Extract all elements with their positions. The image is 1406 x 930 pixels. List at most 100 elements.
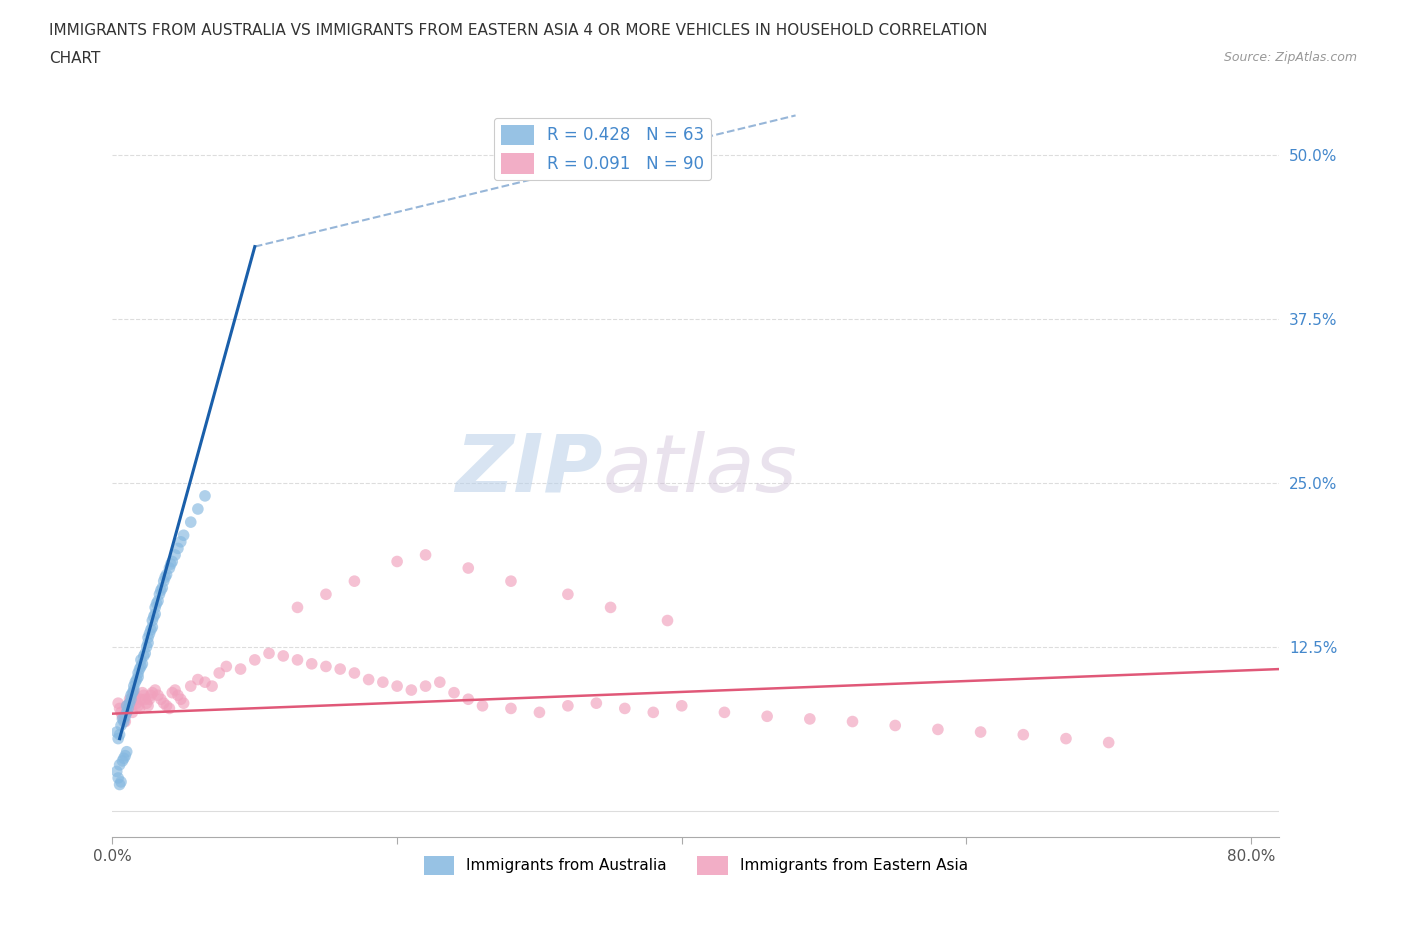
- Point: [557, 587, 579, 602]
- Point: [157, 701, 180, 716]
- Point: [149, 692, 172, 707]
- Point: [167, 688, 190, 703]
- Point: [162, 554, 184, 569]
- Point: [138, 626, 160, 641]
- Point: [499, 574, 522, 589]
- Point: [155, 698, 177, 713]
- Point: [173, 528, 195, 543]
- Point: [143, 606, 166, 621]
- Point: [110, 705, 132, 720]
- Point: [357, 672, 380, 687]
- Point: [136, 631, 159, 645]
- Point: [170, 692, 193, 707]
- Point: [150, 580, 173, 595]
- Point: [115, 744, 138, 759]
- Point: [180, 679, 202, 694]
- Point: [152, 574, 174, 589]
- Point: [129, 659, 152, 674]
- Point: [471, 698, 494, 713]
- Point: [112, 714, 135, 729]
- Point: [167, 541, 190, 556]
- Point: [1098, 735, 1121, 750]
- Point: [429, 675, 451, 690]
- Point: [107, 731, 129, 746]
- Point: [120, 692, 142, 707]
- Point: [343, 666, 366, 681]
- Point: [613, 701, 636, 716]
- Point: [165, 548, 187, 563]
- Point: [129, 692, 152, 707]
- Point: [585, 696, 607, 711]
- Point: [271, 648, 294, 663]
- Point: [160, 557, 183, 572]
- Point: [108, 701, 131, 716]
- Point: [257, 646, 280, 661]
- Text: atlas: atlas: [603, 431, 797, 509]
- Point: [146, 688, 169, 703]
- Point: [713, 705, 735, 720]
- Point: [157, 561, 180, 576]
- Point: [557, 698, 579, 713]
- Point: [125, 696, 148, 711]
- Point: [128, 701, 150, 716]
- Point: [117, 701, 139, 716]
- Point: [135, 639, 157, 654]
- Point: [128, 661, 150, 676]
- Legend: Immigrants from Australia, Immigrants from Eastern Asia: Immigrants from Australia, Immigrants fr…: [418, 850, 974, 881]
- Point: [145, 596, 167, 611]
- Point: [841, 714, 863, 729]
- Point: [187, 501, 209, 516]
- Point: [105, 724, 128, 739]
- Point: [1054, 731, 1077, 746]
- Point: [120, 688, 142, 703]
- Point: [927, 722, 949, 737]
- Point: [132, 648, 155, 663]
- Point: [884, 718, 907, 733]
- Point: [136, 635, 159, 650]
- Point: [124, 692, 146, 707]
- Point: [108, 757, 131, 772]
- Point: [194, 488, 217, 503]
- Point: [115, 698, 138, 713]
- Point: [134, 692, 156, 707]
- Point: [671, 698, 693, 713]
- Point: [457, 692, 479, 707]
- Point: [243, 653, 266, 668]
- Point: [143, 683, 166, 698]
- Text: ZIP: ZIP: [456, 431, 603, 509]
- Point: [114, 749, 136, 764]
- Point: [170, 535, 193, 550]
- Point: [112, 751, 135, 765]
- Point: [134, 646, 156, 661]
- Point: [301, 657, 323, 671]
- Point: [215, 659, 238, 674]
- Point: [139, 622, 162, 637]
- Point: [107, 696, 129, 711]
- Point: [315, 659, 337, 674]
- Point: [121, 705, 143, 720]
- Point: [111, 709, 134, 724]
- Point: [401, 683, 423, 698]
- Point: [107, 771, 129, 786]
- Point: [142, 609, 165, 624]
- Point: [229, 661, 252, 676]
- Point: [129, 653, 152, 668]
- Point: [187, 672, 209, 687]
- Point: [118, 692, 141, 707]
- Point: [165, 683, 187, 698]
- Point: [315, 587, 337, 602]
- Text: IMMIGRANTS FROM AUSTRALIA VS IMMIGRANTS FROM EASTERN ASIA 4 OR MORE VEHICLES IN : IMMIGRANTS FROM AUSTRALIA VS IMMIGRANTS …: [49, 23, 987, 38]
- Point: [115, 705, 138, 720]
- Point: [108, 727, 131, 742]
- Point: [385, 554, 408, 569]
- Point: [756, 709, 779, 724]
- Point: [657, 613, 679, 628]
- Point: [122, 679, 145, 694]
- Point: [415, 679, 437, 694]
- Point: [131, 685, 153, 700]
- Point: [117, 701, 139, 716]
- Point: [162, 685, 184, 700]
- Text: CHART: CHART: [49, 51, 101, 66]
- Point: [115, 705, 138, 720]
- Point: [457, 561, 479, 576]
